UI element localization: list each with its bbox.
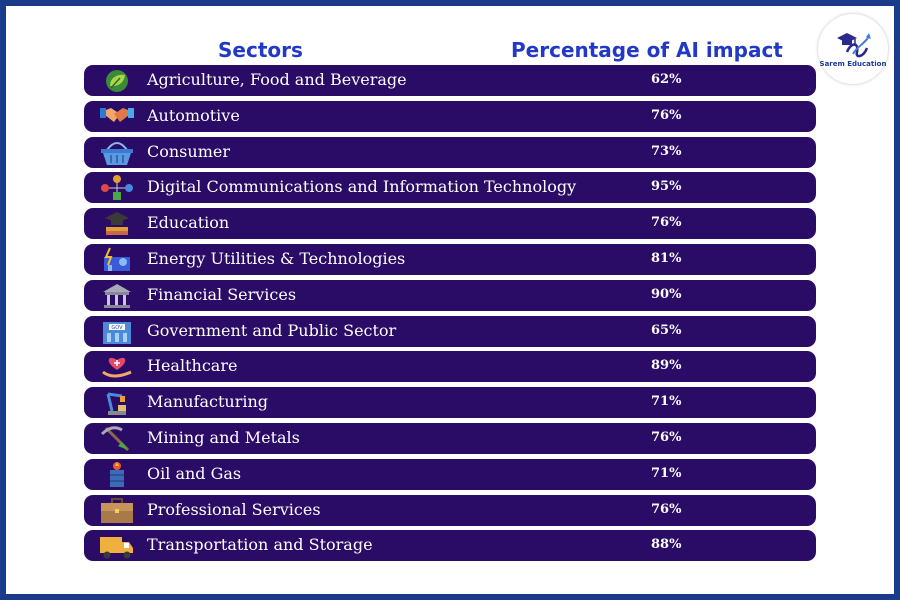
sectors-heading: Sectors — [218, 38, 303, 62]
plant-icon — [98, 66, 136, 95]
basket-icon — [98, 138, 136, 167]
ai-impact-percentage: 76% — [651, 108, 682, 123]
sector-label: Consumer — [147, 142, 230, 161]
sector-row: Healthcare 89% — [84, 351, 816, 382]
sector-label: Energy Utilities & Technologies — [147, 249, 406, 268]
sector-row: Oil and Gas 71% — [84, 459, 816, 490]
sector-label: Healthcare — [147, 356, 238, 375]
ai-impact-percentage: 73% — [651, 144, 682, 159]
sector-label: Manufacturing — [147, 392, 268, 411]
government-building-icon: GOV — [98, 317, 136, 346]
sector-row: Professional Services 76% — [84, 495, 816, 526]
ai-impact-percentage: 76% — [651, 430, 682, 445]
sector-label: Digital Communications and Information T… — [147, 177, 577, 196]
ai-impact-percentage: 62% — [651, 72, 682, 87]
network-icon — [98, 173, 136, 202]
sector-row: Digital Communications and Information T… — [84, 172, 816, 203]
sector-row: Manufacturing 71% — [84, 387, 816, 418]
sector-row: Automotive 76% — [84, 101, 816, 132]
sector-row: Energy Utilities & Technologies 81% — [84, 244, 816, 275]
ai-impact-percentage: 76% — [651, 215, 682, 230]
ai-impact-percentage: 76% — [651, 502, 682, 517]
ai-impact-percentage: 88% — [651, 537, 682, 552]
brand-logo: Sarem Education — [818, 14, 888, 84]
ai-impact-percentage: 71% — [651, 466, 682, 481]
ai-impact-percentage: 65% — [651, 323, 682, 338]
oil-barrel-icon — [98, 460, 136, 489]
ai-impact-percentage: 71% — [651, 394, 682, 409]
sector-row: Education 76% — [84, 208, 816, 239]
sector-label: Oil and Gas — [147, 464, 242, 483]
sector-row: Mining and Metals 76% — [84, 423, 816, 454]
energy-icon — [98, 245, 136, 274]
truck-icon — [98, 531, 136, 560]
sector-row: GOV Government and Public Sector 65% — [84, 316, 816, 347]
sector-label: Transportation and Storage — [147, 535, 373, 554]
graduation-cap-logo-icon — [837, 33, 871, 58]
table-header: Sectors Percentage of AI impact — [6, 38, 894, 70]
bank-icon — [98, 281, 136, 310]
sector-label: Financial Services — [147, 285, 297, 304]
ai-impact-percentage: 81% — [651, 251, 682, 266]
ai-impact-percentage: 90% — [651, 287, 682, 302]
sector-row: Financial Services 90% — [84, 280, 816, 311]
percentage-heading: Percentage of AI impact — [511, 38, 783, 62]
handshake-icon — [98, 102, 136, 131]
sector-label: Education — [147, 213, 230, 232]
heart-hand-icon — [98, 352, 136, 381]
sector-label: Mining and Metals — [147, 428, 300, 447]
infographic-frame: Sectors Percentage of AI impact Sarem Ed… — [6, 6, 894, 594]
robot-arm-icon — [98, 388, 136, 417]
sector-label: Professional Services — [147, 500, 321, 519]
sector-label: Automotive — [147, 106, 240, 125]
logo-text: Sarem Education — [819, 60, 887, 68]
sector-label: Agriculture, Food and Beverage — [147, 70, 407, 89]
sector-row: Agriculture, Food and Beverage 62% — [84, 65, 816, 96]
pickaxe-icon — [98, 424, 136, 453]
briefcase-icon — [98, 496, 136, 525]
sector-row: Transportation and Storage 88% — [84, 530, 816, 561]
svg-text:GOV: GOV — [111, 325, 123, 331]
ai-impact-percentage: 89% — [651, 358, 682, 373]
graduation-icon — [98, 209, 136, 238]
sector-label: Government and Public Sector — [147, 321, 397, 340]
sector-row: Consumer 73% — [84, 137, 816, 168]
ai-impact-percentage: 95% — [651, 179, 682, 194]
